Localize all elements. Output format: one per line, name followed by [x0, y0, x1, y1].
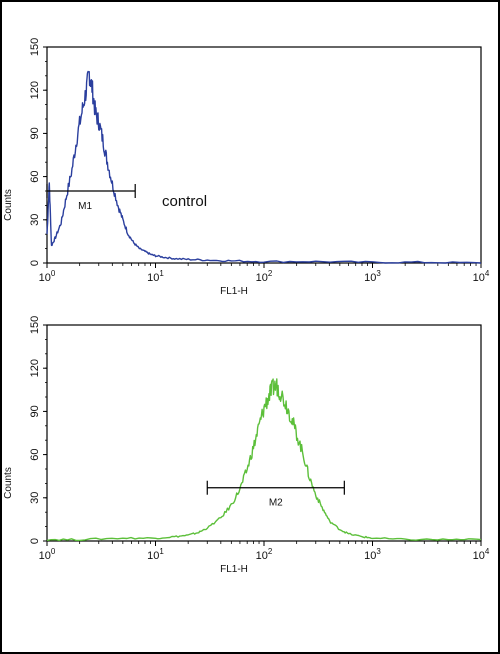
y-tick-label: 150: [29, 316, 41, 334]
plot-frame: [46, 46, 482, 264]
gate-label: M1: [78, 201, 92, 212]
y-tick-label: 150: [29, 38, 41, 56]
y-tick-label: 0: [29, 538, 41, 544]
x-tick-label: 103: [364, 547, 381, 562]
x-tick-label: 104: [473, 269, 490, 284]
annotation-text: control: [162, 193, 207, 210]
x-tick-label: 103: [364, 269, 381, 284]
x-tick-label: 101: [147, 547, 164, 562]
x-tick-label: 102: [256, 269, 273, 284]
y-tick-label: 120: [29, 81, 41, 99]
x-tick-label: 100: [39, 547, 56, 562]
y-axis-label: Counts: [3, 467, 14, 499]
x-tick-label: 100: [39, 269, 56, 284]
chart-panel-1: 0 30 60 90 120 150 100 101 102 103 104 FL1-H Counts M…: [3, 38, 490, 297]
x-tick-label: 104: [473, 547, 490, 562]
plot-frame: [46, 324, 482, 542]
histogram-series-line: [46, 378, 482, 542]
y-tick-label: 90: [29, 405, 41, 417]
y-tick-label: 60: [29, 448, 41, 460]
gate-marker: M1: [46, 184, 136, 212]
gate-label: M2: [269, 498, 283, 509]
x-tick-label: 102: [256, 547, 273, 562]
histogram-series-line: [46, 70, 482, 264]
y-tick-label: 30: [29, 214, 41, 226]
y-axis-label: Counts: [3, 189, 14, 221]
x-axis-label: FL1-H: [220, 286, 248, 297]
chart-panel-2: 0 30 60 90 120 150 100 101 102 103 104 FL1-H Counts M…: [3, 316, 490, 575]
x-axis-label: FL1-H: [220, 564, 248, 575]
gate-marker: M2: [206, 480, 345, 509]
y-tick-label: 90: [29, 127, 41, 139]
y-tick-label: 0: [29, 260, 41, 266]
y-tick-label: 120: [29, 359, 41, 377]
y-tick-label: 60: [29, 170, 41, 182]
x-tick-label: 101: [147, 269, 164, 284]
y-tick-label: 30: [29, 492, 41, 504]
